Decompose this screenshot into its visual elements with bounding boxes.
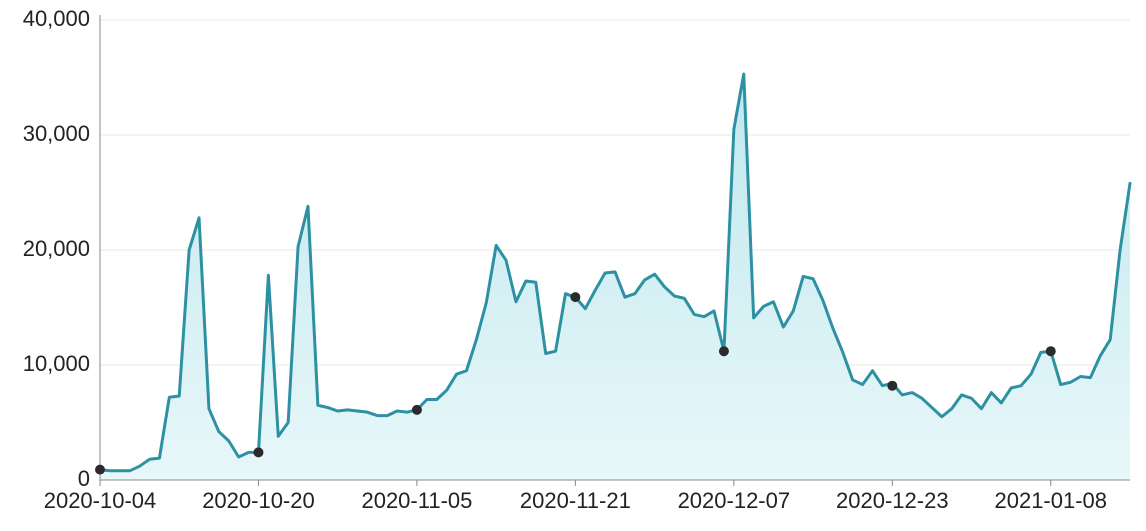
- y-tick-label: 40,000: [23, 6, 90, 31]
- y-tick-label: 20,000: [23, 236, 90, 261]
- data-marker: [412, 405, 421, 414]
- x-tick-label: 2020-10-20: [202, 488, 315, 513]
- data-marker: [96, 465, 105, 474]
- x-tick-label: 2020-11-05: [361, 488, 472, 513]
- data-marker: [1046, 347, 1055, 356]
- data-marker: [719, 347, 728, 356]
- y-tick-label: 30,000: [23, 121, 90, 146]
- x-tick-label: 2021-01-08: [994, 488, 1107, 513]
- x-tick-label: 2020-12-23: [836, 488, 949, 513]
- data-marker: [571, 293, 580, 302]
- x-tick-label: 2020-12-07: [678, 488, 791, 513]
- data-marker: [888, 381, 897, 390]
- chart-svg: 010,00020,00030,00040,0002020-10-042020-…: [0, 0, 1146, 531]
- x-tick-label: 2020-10-04: [44, 488, 157, 513]
- data-marker: [254, 448, 263, 457]
- y-tick-label: 10,000: [23, 351, 90, 376]
- x-tick-label: 2020-11-21: [520, 488, 631, 513]
- time-series-area-chart: 010,00020,00030,00040,0002020-10-042020-…: [0, 0, 1146, 531]
